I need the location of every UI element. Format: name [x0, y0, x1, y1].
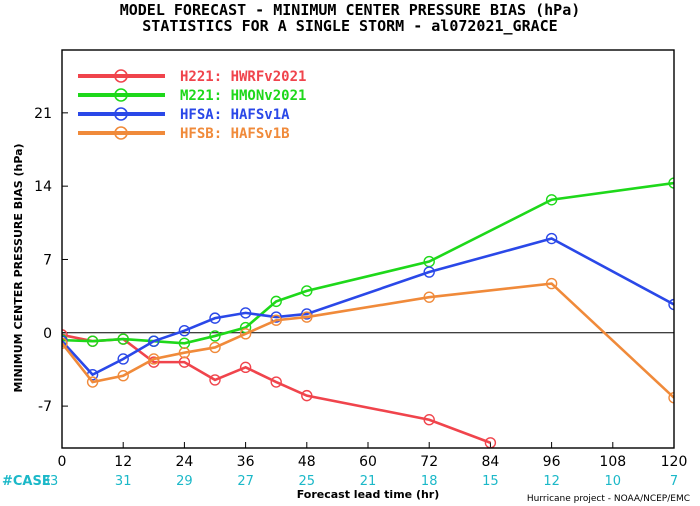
case-count: 27	[237, 474, 254, 489]
data-point	[209, 374, 221, 386]
x-tick-label: 0	[58, 454, 67, 470]
y-tick-label: 7	[43, 252, 52, 268]
case-count: 18	[421, 474, 438, 489]
x-tick-label: 36	[237, 454, 255, 470]
data-point	[62, 337, 68, 349]
case-count: 10	[605, 474, 622, 489]
case-count: 33	[42, 474, 59, 489]
data-point	[209, 312, 221, 324]
data-point	[545, 277, 558, 290]
data-point	[209, 330, 221, 342]
credit-text: Hurricane project - NOAA/NCEP/EMC	[527, 494, 690, 504]
case-count: 21	[360, 474, 377, 489]
data-point	[117, 370, 129, 382]
series-line	[62, 237, 674, 377]
data-point	[148, 335, 160, 347]
x-tick-label: 84	[481, 454, 499, 470]
data-point	[423, 291, 435, 303]
x-axis-label: Forecast lead time (hr)	[297, 488, 440, 501]
data-point	[117, 333, 129, 345]
series-lines	[62, 177, 674, 448]
data-point	[86, 376, 99, 388]
legend-marker	[114, 107, 128, 121]
data-point	[545, 194, 558, 206]
data-point	[270, 311, 282, 323]
data-point	[117, 353, 129, 365]
legend-label: M221: HMONv2021	[180, 88, 306, 104]
data-point	[239, 361, 252, 374]
series-line	[62, 333, 491, 444]
data-point	[270, 295, 282, 308]
axis-ticks: 0 12 24 36 48 60 72 84 96 108 120 -7 0 7 14 21	[34, 106, 687, 470]
data-point	[301, 311, 313, 323]
case-count: 25	[299, 474, 316, 489]
x-tick-label: 48	[298, 454, 316, 470]
data-point	[545, 232, 558, 245]
data-point	[148, 353, 160, 365]
case-count: 7	[670, 474, 678, 489]
data-point	[239, 328, 252, 340]
x-tick-label: 24	[175, 454, 193, 470]
chart-title-line1: MODEL FORECAST - MINIMUM CENTER PRESSURE…	[120, 1, 581, 19]
y-tick-label: -7	[38, 399, 52, 415]
series-1	[62, 177, 674, 349]
x-tick-label: 96	[543, 454, 561, 470]
legend-label: H221: HWRFv2021	[180, 69, 306, 85]
data-point	[423, 414, 435, 426]
legend-marker	[114, 126, 128, 140]
legend-marker	[114, 88, 128, 102]
x-tick-label: 72	[420, 454, 438, 470]
case-count: 15	[482, 474, 499, 489]
x-tick-label: 108	[599, 454, 626, 470]
data-point	[178, 346, 191, 359]
data-point	[62, 329, 68, 341]
data-point	[301, 389, 313, 402]
data-point	[301, 308, 313, 320]
legend: H221: HWRFv2021 M221: HMONv2021 HFSA: HAFS…	[78, 69, 306, 142]
x-tick-label: 120	[661, 454, 688, 470]
data-point	[668, 177, 674, 189]
plot-frame	[61, 49, 675, 449]
case-count: 29	[176, 474, 193, 489]
data-point	[239, 307, 252, 319]
data-point	[668, 392, 674, 404]
data-point	[270, 376, 282, 388]
data-point	[301, 285, 313, 297]
legend-marker	[114, 69, 128, 83]
y-axis-label: MINIMUM CENTER PRESSURE BIAS (hPa)	[12, 143, 25, 392]
case-count: 31	[115, 474, 132, 489]
series-3	[62, 277, 674, 404]
legend-label: HFSA: HAFSv1A	[180, 107, 290, 123]
data-point	[668, 298, 674, 311]
data-point	[423, 266, 435, 278]
data-point	[178, 324, 191, 337]
legend-label: HFSB: HAFSv1B	[180, 126, 290, 142]
y-tick-label: 14	[34, 179, 52, 195]
chart-title-line2: STATISTICS FOR A SINGLE STORM - al072021…	[142, 17, 557, 35]
data-point	[86, 335, 99, 347]
case-count: 12	[543, 474, 560, 489]
case-counts: 33 31 29 27 25 21 18 15 12 10 7	[42, 474, 678, 489]
case-label: #CASE	[2, 474, 51, 489]
y-tick-label: 21	[34, 106, 52, 122]
y-tick-label: 0	[43, 326, 52, 342]
series-0	[62, 329, 497, 448]
x-tick-label: 60	[359, 454, 377, 470]
data-point	[270, 314, 282, 326]
data-point	[209, 341, 221, 354]
series-line	[62, 181, 674, 345]
x-tick-label: 12	[114, 454, 132, 470]
